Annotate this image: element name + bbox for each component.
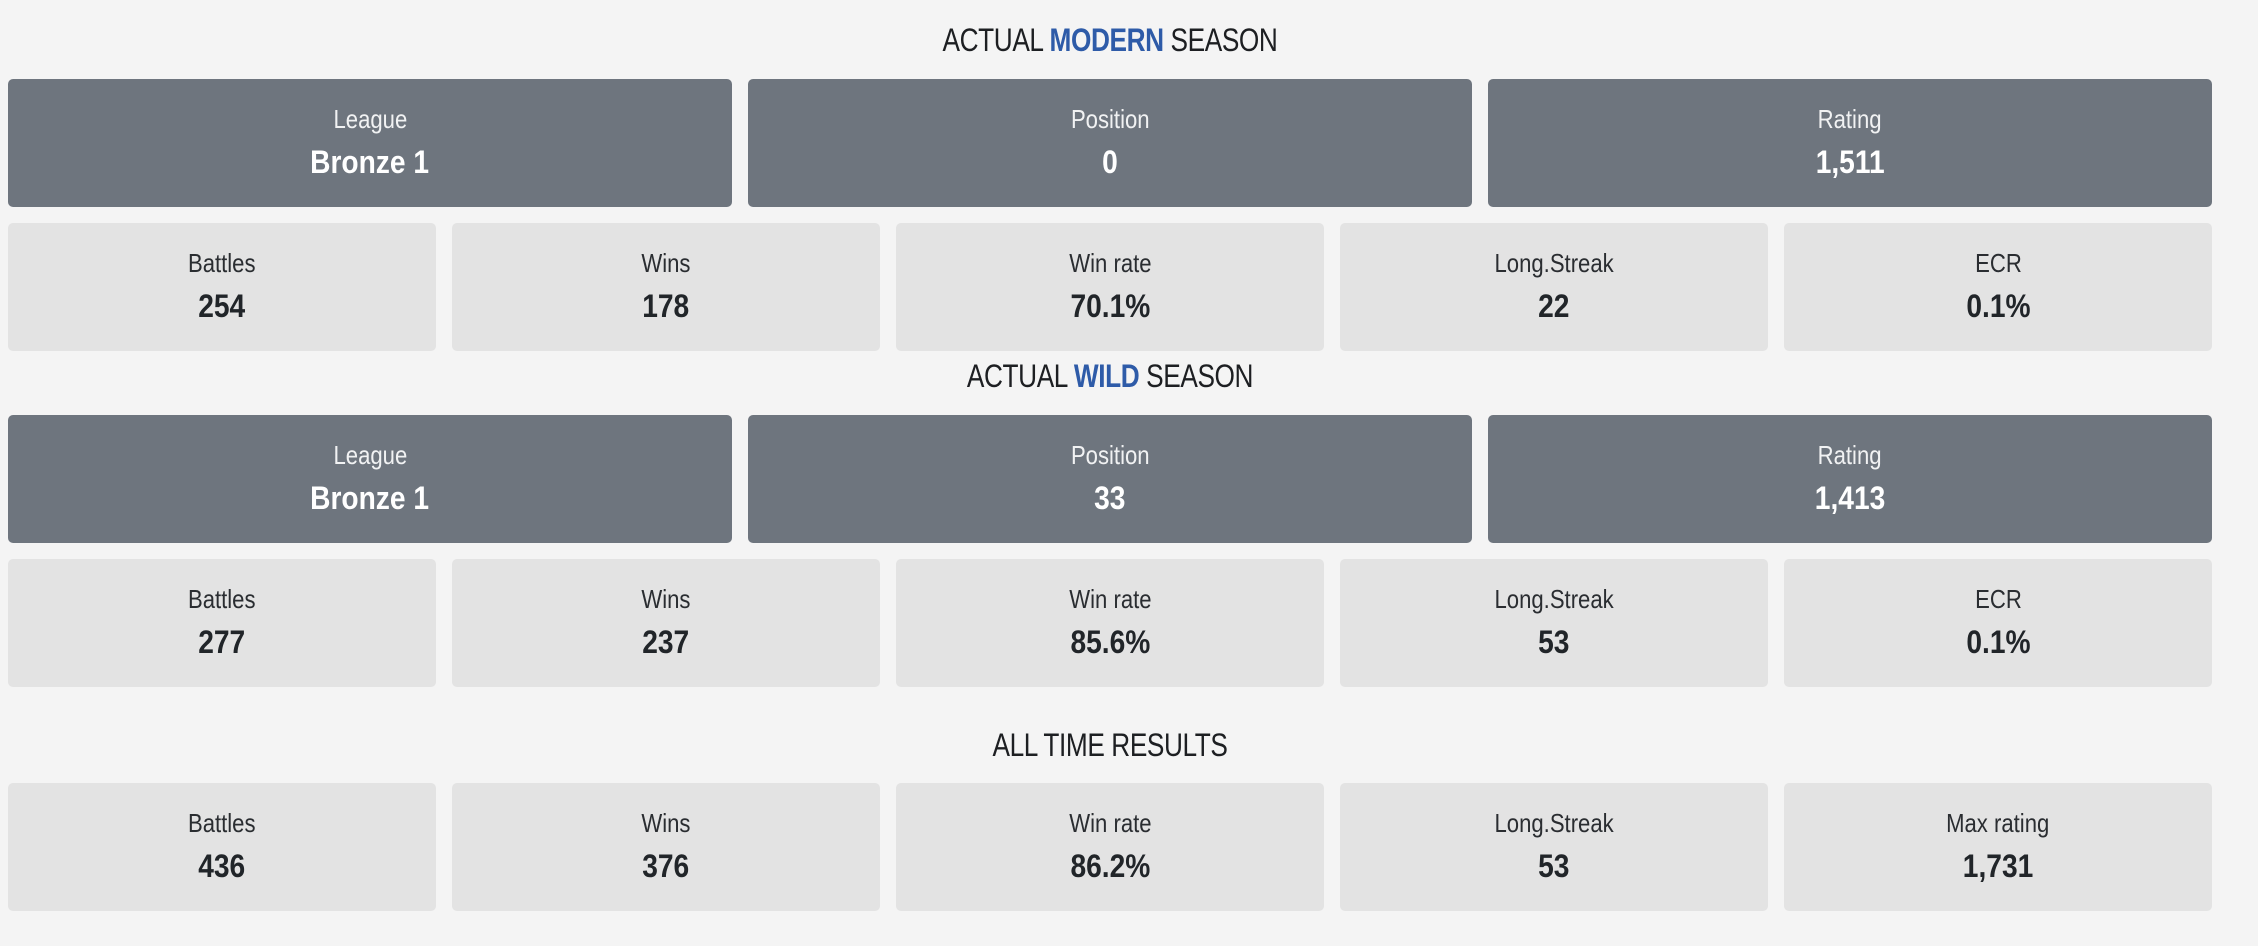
modern-season-title: ACTUAL MODERN SEASON <box>206 21 2013 59</box>
wild-ecr-value: 0.1% <box>1965 624 2031 660</box>
modern-position-card: Position 0 <box>748 79 1472 207</box>
alltime-maxrating-label: Max rating <box>1946 808 2050 838</box>
wild-winrate-value: 85.6% <box>1070 624 1150 660</box>
modern-ecr-value: 0.1% <box>1965 288 2031 324</box>
modern-title-prefix: ACTUAL <box>942 22 1044 58</box>
alltime-battles-card: Battles 436 <box>8 783 436 911</box>
wild-ecr-label: ECR <box>1974 584 2022 614</box>
wild-position-card: Position 33 <box>748 415 1472 543</box>
modern-streak-card: Long.Streak 22 <box>1340 223 1768 351</box>
alltime-streak-card: Long.Streak 53 <box>1340 783 1768 911</box>
modern-rating-value: 1,511 <box>1815 144 1885 180</box>
wild-rating-card: Rating 1,413 <box>1488 415 2212 543</box>
alltime-wins-card: Wins 376 <box>452 783 880 911</box>
modern-rating-label: Rating <box>1818 104 1882 134</box>
modern-league-value: Bronze 1 <box>310 144 430 180</box>
wild-league-label: League <box>333 440 407 470</box>
wild-title-suffix: SEASON <box>1146 358 1254 394</box>
all-time-results-title: ALL TIME RESULTS <box>992 727 1228 763</box>
alltime-streak-label: Long.Streak <box>1494 808 1614 838</box>
wild-position-value: 33 <box>1094 480 1126 516</box>
alltime-battles-value: 436 <box>198 848 246 884</box>
wild-wins-label: Wins <box>641 584 691 614</box>
wild-position-label: Position <box>1070 440 1150 470</box>
wild-battles-value: 277 <box>198 624 246 660</box>
wild-wins-value: 237 <box>642 624 690 660</box>
alltime-stats-row: Battles 436 Wins 376 Win rate 86.2% Long… <box>8 783 2212 911</box>
modern-wins-value: 178 <box>642 288 690 324</box>
modern-wins-card: Wins 178 <box>452 223 880 351</box>
wild-rating-value: 1,413 <box>1814 480 1886 516</box>
modern-streak-value: 22 <box>1538 288 1570 324</box>
wild-streak-value: 53 <box>1538 624 1570 660</box>
wild-season-title: ACTUAL WILD SEASON <box>206 357 2013 395</box>
alltime-wins-value: 376 <box>642 848 690 884</box>
modern-position-value: 0 <box>1102 144 1118 180</box>
modern-stats-row: Battles 254 Wins 178 Win rate 70.1% Long… <box>8 223 2212 351</box>
modern-title-highlight: MODERN <box>1049 22 1165 58</box>
wild-ecr-card: ECR 0.1% <box>1784 559 2212 687</box>
wild-winrate-card: Win rate 85.6% <box>896 559 1324 687</box>
modern-winrate-value: 70.1% <box>1070 288 1150 324</box>
alltime-maxrating-value: 1,731 <box>1962 848 2034 884</box>
modern-ecr-card: ECR 0.1% <box>1784 223 2212 351</box>
modern-wins-label: Wins <box>641 248 691 278</box>
wild-wins-card: Wins 237 <box>452 559 880 687</box>
modern-winrate-card: Win rate 70.1% <box>896 223 1324 351</box>
wild-title-highlight: WILD <box>1073 358 1140 394</box>
modern-battles-card: Battles 254 <box>8 223 436 351</box>
modern-league-label: League <box>333 104 407 134</box>
alltime-wins-label: Wins <box>641 808 691 838</box>
wild-rating-label: Rating <box>1818 440 1882 470</box>
modern-title-suffix: SEASON <box>1170 22 1278 58</box>
wild-battles-card: Battles 277 <box>8 559 436 687</box>
modern-summary-row: League Bronze 1 Position 0 Rating 1,511 <box>8 79 2212 207</box>
modern-streak-label: Long.Streak <box>1494 248 1614 278</box>
alltime-winrate-card: Win rate 86.2% <box>896 783 1324 911</box>
modern-rating-card: Rating 1,511 <box>1488 79 2212 207</box>
wild-winrate-label: Win rate <box>1068 584 1152 614</box>
wild-battles-label: Battles <box>188 584 256 614</box>
modern-battles-label: Battles <box>188 248 256 278</box>
alltime-battles-label: Battles <box>188 808 256 838</box>
alltime-winrate-label: Win rate <box>1068 808 1152 838</box>
modern-battles-value: 254 <box>198 288 246 324</box>
modern-ecr-label: ECR <box>1974 248 2022 278</box>
wild-streak-label: Long.Streak <box>1494 584 1614 614</box>
wild-stats-row: Battles 277 Wins 237 Win rate 85.6% Long… <box>8 559 2212 687</box>
wild-summary-row: League Bronze 1 Position 33 Rating 1,413 <box>8 415 2212 543</box>
modern-league-card: League Bronze 1 <box>8 79 732 207</box>
wild-league-card: League Bronze 1 <box>8 415 732 543</box>
alltime-maxrating-card: Max rating 1,731 <box>1784 783 2212 911</box>
wild-title-prefix: ACTUAL <box>966 358 1068 394</box>
wild-league-value: Bronze 1 <box>310 480 430 516</box>
modern-winrate-label: Win rate <box>1068 248 1152 278</box>
alltime-streak-value: 53 <box>1538 848 1570 884</box>
modern-position-label: Position <box>1070 104 1150 134</box>
wild-streak-card: Long.Streak 53 <box>1340 559 1768 687</box>
alltime-winrate-value: 86.2% <box>1070 848 1150 884</box>
